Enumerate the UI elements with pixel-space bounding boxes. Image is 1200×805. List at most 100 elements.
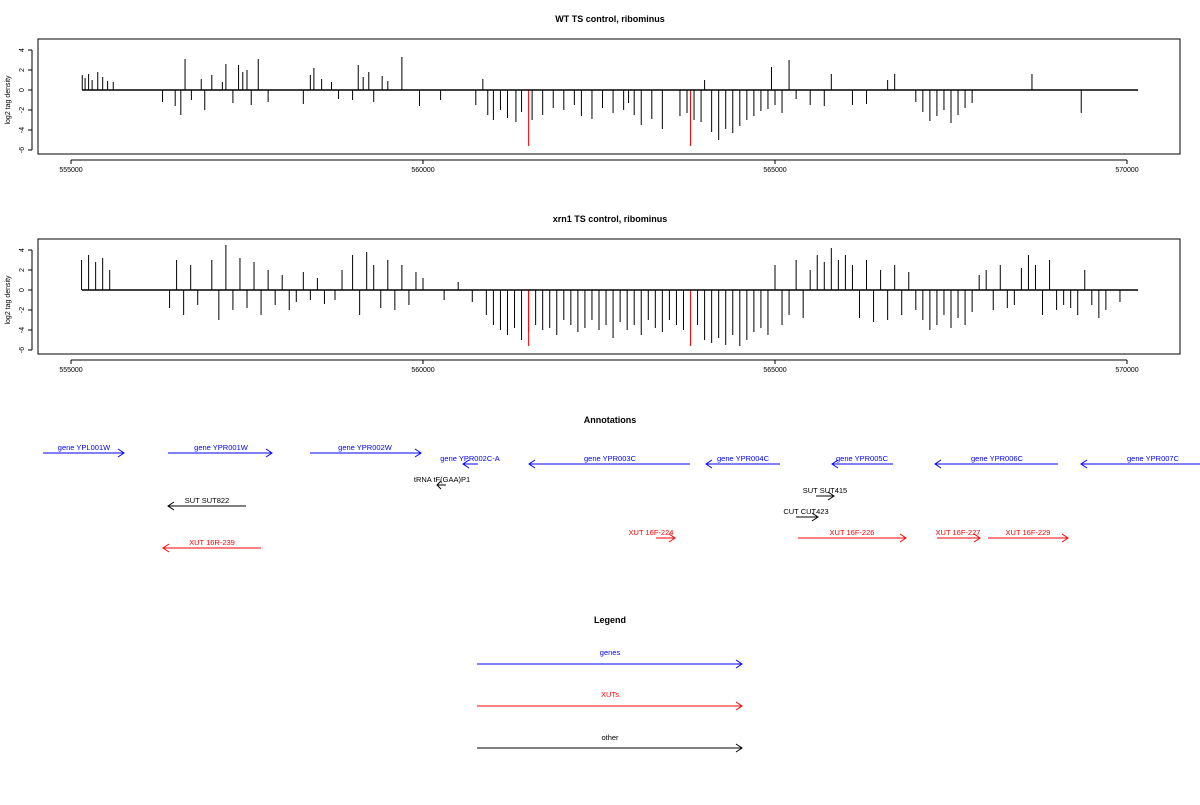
arrow-head-left-icon	[831, 459, 839, 469]
feature-xut-16f-227: XUT 16F-227	[936, 528, 981, 543]
feature-label: gene YPR004C	[717, 454, 770, 463]
feature-label: XUT 16F-229	[1006, 528, 1051, 537]
legend-label: genes	[600, 648, 621, 657]
x-tick-label: 560000	[411, 367, 434, 374]
x-tick-label: 560000	[411, 167, 434, 174]
arrow-head-left-icon	[162, 543, 170, 553]
legend-item-genes: genes	[477, 648, 743, 669]
y-tick: -6	[19, 347, 32, 353]
feature-gene-ypr001w: gene YPR001W	[168, 443, 273, 458]
arrow-head-right-icon	[735, 743, 743, 753]
feature-label: gene YPR001W	[194, 443, 249, 452]
feature-label: gene YPL001W	[58, 443, 111, 452]
bar-group	[81, 57, 1082, 140]
feature-label: tRNA tF(GAA)P1	[414, 475, 470, 484]
chart-title: xrn1 TS control, ribominus	[553, 214, 668, 224]
arrow-head-right-icon	[811, 512, 819, 522]
x-tick: 555000	[59, 160, 83, 174]
feature-sut-sut822: SUT SUT822	[167, 496, 246, 511]
y-tick: 2	[19, 268, 32, 272]
x-axis: 555000 560000 565000 570000	[59, 159, 1139, 174]
arrow-head-left-icon	[462, 459, 470, 469]
arrow-head-right-icon	[414, 448, 422, 458]
feature-gene-ypl001w: gene YPL001W	[43, 443, 125, 458]
arrow-head-right-icon	[265, 448, 273, 458]
feature-gene-ypr006c: gene YPR006C	[934, 454, 1058, 469]
feature-gene-ypr003c: gene YPR003C	[528, 454, 690, 469]
feature-label: SUT SUT415	[803, 486, 847, 495]
y-tick: 2	[19, 68, 32, 72]
plot-frame	[37, 238, 1181, 355]
bar-group	[81, 245, 1121, 346]
y-tick-label: -2	[19, 107, 26, 113]
arrow-head-right-icon	[899, 533, 907, 543]
feature-label: gene YPR003C	[584, 454, 637, 463]
feature-label: gene YPR005C	[836, 454, 889, 463]
legend-item-xuts: XUTs	[477, 690, 743, 711]
y-tick-label: -6	[19, 347, 26, 353]
feature-gene-ypr005c: gene YPR005C	[831, 454, 893, 469]
y-tick: -4	[19, 127, 32, 133]
feature-gene-ypr004c: gene YPR004C	[705, 454, 780, 469]
annotations-panel: Annotations gene YPL001W gene YPR001W ge…	[43, 415, 1200, 553]
legend-item-other: other	[477, 733, 743, 753]
arrow-head-right-icon	[668, 533, 676, 543]
x-tick-label: 555000	[59, 167, 82, 174]
legend-title: Legend	[594, 615, 626, 625]
arrow-head-left-icon	[1080, 459, 1088, 469]
arrow-head-right-icon	[735, 659, 743, 669]
y-tick-label: -2	[19, 307, 26, 313]
feature-label: CUT CUT423	[783, 507, 828, 516]
feature-gene-ypr002c-a: gene YPR002C-A	[440, 454, 500, 469]
wt-track-panel: WT TS control, ribominus 4 2 0 -2 -4 -6 …	[5, 14, 1181, 174]
x-tick: 555000	[59, 360, 83, 374]
y-tick-label: -6	[19, 147, 26, 153]
feature-gene-ypr007c: gene YPR007C	[1080, 454, 1200, 469]
feature-sut-sut415: SUT SUT415	[803, 486, 847, 501]
x-tick: 565000	[763, 160, 787, 174]
y-tick-label: 2	[19, 68, 26, 72]
arrow-head-left-icon	[528, 459, 536, 469]
feature-label: XUT 16R-239	[189, 538, 235, 547]
x-tick-label: 570000	[1115, 367, 1138, 374]
x-tick: 560000	[411, 160, 435, 174]
x-tick-label: 565000	[763, 167, 786, 174]
y-tick-label: 0	[19, 88, 26, 92]
arrow-head-right-icon	[735, 701, 743, 711]
y-tick-label: 2	[19, 268, 26, 272]
feature-cut-cut423: CUT CUT423	[783, 507, 829, 522]
plot-frame	[37, 38, 1181, 155]
feature-xut-16f-224: XUT 16F-224	[629, 528, 676, 543]
y-tick-label: 0	[19, 288, 26, 292]
x-tick-label: 555000	[59, 367, 82, 374]
x-tick-label: 570000	[1115, 167, 1138, 174]
x-tick: 570000	[1115, 360, 1139, 374]
arrow-head-right-icon	[827, 491, 835, 501]
legend-label: other	[601, 733, 619, 742]
xrn1-track-panel: xrn1 TS control, ribominus 4 2 0 -2 -4 -…	[5, 214, 1181, 374]
x-tick: 560000	[411, 360, 435, 374]
arrow-head-left-icon	[167, 501, 175, 511]
feature-trna-tf-gaa-p1: tRNA tF(GAA)P1	[414, 475, 470, 490]
feature-xut-16f-226: XUT 16F-226	[798, 528, 907, 543]
highlight-group	[528, 290, 692, 346]
x-axis: 555000 560000 565000 570000	[59, 359, 1139, 374]
feature-label: XUT 16F-224	[629, 528, 674, 537]
y-tick-label: 4	[19, 248, 26, 252]
y-axis-label: log2 tag density	[5, 275, 12, 325]
highlight-group	[528, 90, 692, 146]
x-tick: 570000	[1115, 160, 1139, 174]
legend-panel: Legend genes XUTs other	[477, 615, 743, 753]
y-tick: -2	[19, 307, 32, 313]
y-tick: 4	[19, 48, 32, 52]
y-axis: 4 2 0 -2 -4 -6	[19, 248, 33, 353]
annotations-title: Annotations	[584, 415, 637, 425]
y-tick-label: -4	[19, 127, 26, 133]
feature-label: gene YPR006C	[971, 454, 1024, 463]
y-tick: 0	[19, 88, 32, 92]
arrow-head-left-icon	[436, 480, 442, 490]
x-tick: 565000	[763, 360, 787, 374]
y-tick: -4	[19, 327, 32, 333]
